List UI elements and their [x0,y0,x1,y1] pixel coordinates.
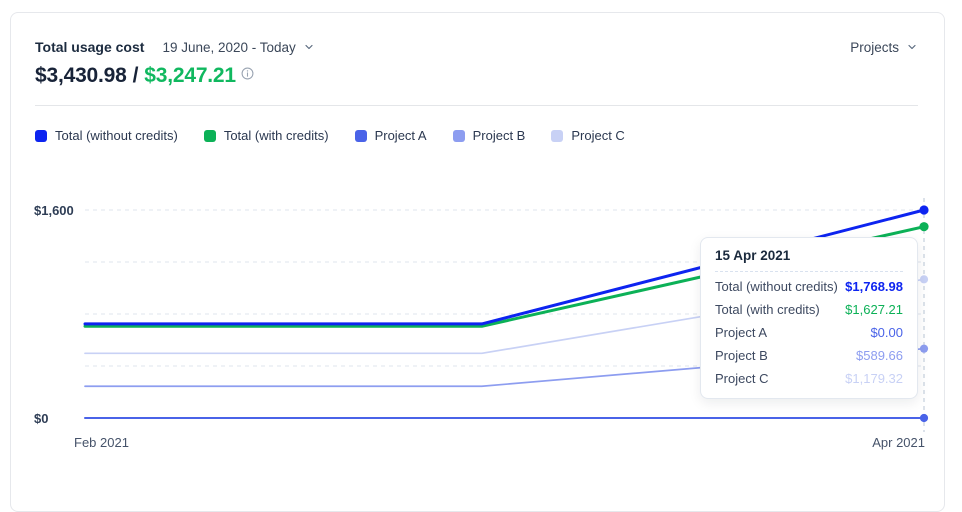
tooltip-row-3: Project A $0.00 [715,321,903,344]
legend-swatch-icon [35,129,47,142]
tooltip-row-label: Project B [715,348,768,363]
projects-dropdown[interactable]: Projects [850,40,918,55]
legend-item-3: Project A [354,128,427,143]
y-axis-tick-1600: $1,600 [34,203,74,218]
page-title: Total usage cost [35,39,145,55]
info-icon[interactable] [241,67,254,80]
legend-label: Project A [374,128,427,143]
tooltip-row-2: Total (with credits) $1,627.21 [715,298,903,321]
legend-label: Total (without credits) [55,128,178,143]
tooltip-row-label: Project A [715,325,768,340]
tooltip-row-value: $589.66 [856,348,903,363]
legend-item-5: Project C [551,128,625,143]
tooltip-row-4: Project B $589.66 [715,344,903,367]
legend-label: Project B [472,128,526,143]
legend: Total (without credits) Total (with credi… [35,128,918,143]
header-divider [35,105,918,106]
y-axis-tick-0: $0 [34,411,49,426]
x-axis-tick-apr: Apr 2021 [872,435,925,450]
chart-tooltip: 15 Apr 2021 Total (without credits) $1,76… [700,237,918,399]
tooltip-row-1: Total (without credits) $1,768.98 [715,275,903,298]
amount-separator: / [132,64,139,87]
legend-swatch-icon [203,129,216,142]
tooltip-row-value: $1,627.21 [845,302,903,317]
tooltip-date: 15 Apr 2021 [715,248,791,263]
tooltip-row-value: $1,179.32 [845,371,903,386]
date-range-label: 19 June, 2020 - Today [162,39,296,55]
tooltip-separator [715,271,903,272]
date-range-selector[interactable]: 19 June, 2020 - Today [162,40,314,55]
legend-item-4: Project B [452,128,526,143]
legend-swatch-icon [354,129,367,142]
tooltip-row-5: Project C $1,179.32 [715,367,903,390]
x-axis-tick-feb: Feb 2021 [74,435,129,450]
legend-item-2: Total (with credits) [203,128,329,143]
legend-label: Total (with credits) [223,128,329,143]
legend-label: Project C [571,128,625,143]
amount-with-credits: $3,247.21 [144,64,236,87]
tooltip-row-label: Total (without credits) [715,279,838,294]
legend-item-1: Total (without credits) [35,128,178,143]
chevron-down-icon [908,44,916,50]
projects-dropdown-label: Projects [850,39,899,55]
tooltip-rows: Total (without credits) $1,768.98 Total (w… [715,275,903,390]
tooltip-row-label: Total (with credits) [715,302,820,317]
legend-swatch-icon [551,129,564,142]
tooltip-row-label: Project C [715,371,769,386]
amount-without-credits: $3,430.98 [35,64,127,87]
legend-swatch-icon [452,129,465,142]
total-amounts: $3,430.98 / $3,247.21 [35,64,918,88]
chevron-down-icon [305,44,313,50]
tooltip-row-value: $0.00 [870,325,903,340]
tooltip-row-value: $1,768.98 [845,279,903,294]
card-header: Total usage cost 19 June, 2020 - Today P… [35,39,918,55]
